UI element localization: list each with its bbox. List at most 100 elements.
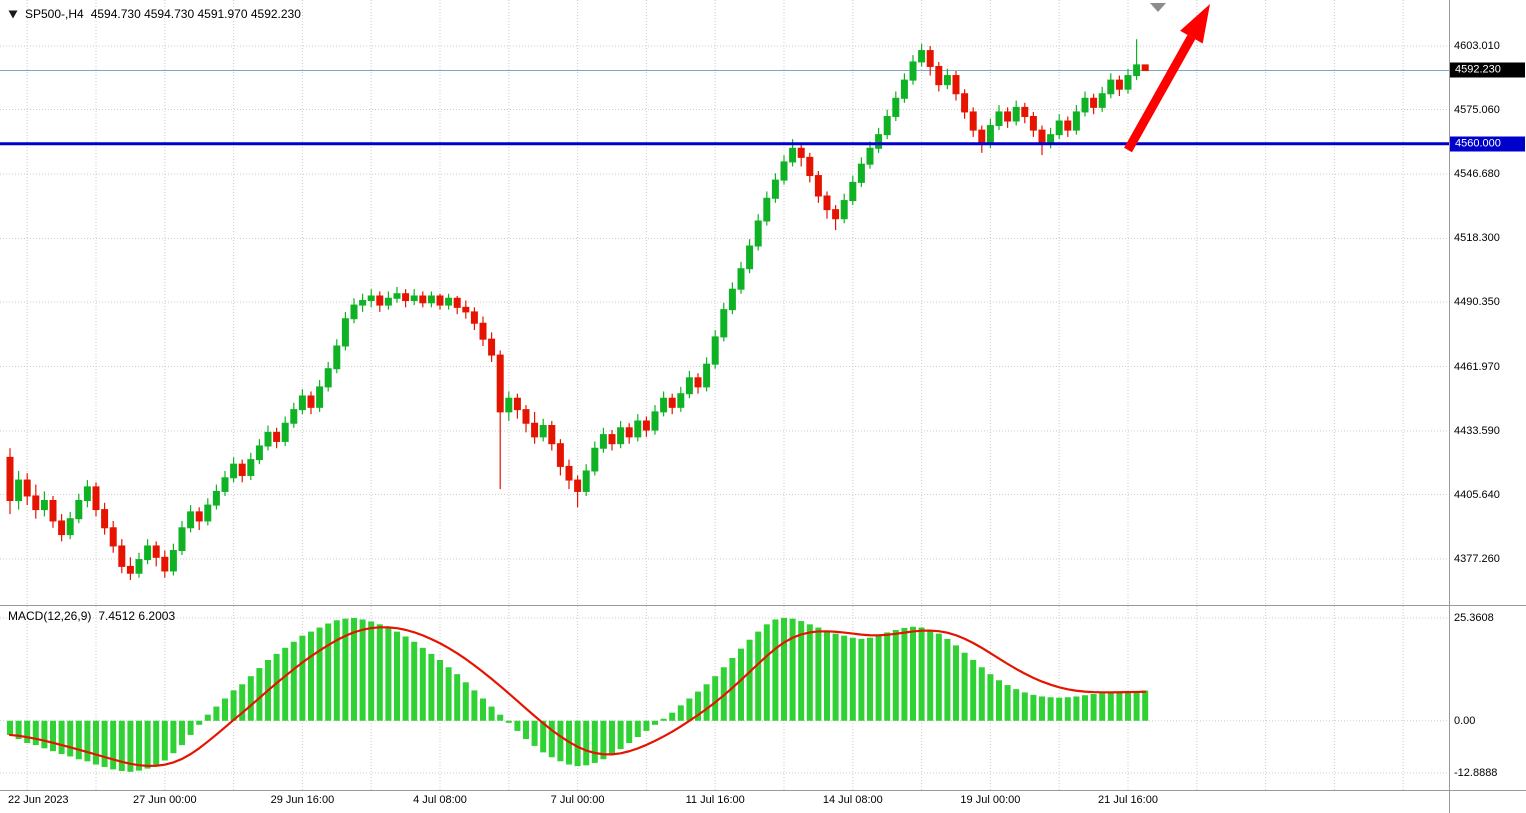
candle [40,500,48,511]
macd-histogram-bar [858,638,865,721]
candle [703,363,711,388]
macd-histogram-bar [1107,692,1114,721]
candle [479,322,487,340]
macd-histogram-bar [170,720,177,754]
macd-histogram-bar [93,720,99,765]
price-axis-label: 4377.260 [1454,553,1500,565]
current-price-badge: 4592.230 [1450,62,1525,78]
candle [582,470,590,492]
macd-histogram-bar [411,641,418,721]
macd-histogram-bar [910,626,916,721]
candle [1081,97,1089,113]
macd-histogram-bar [987,674,994,721]
macd-histogram-bar [333,620,340,721]
candle [875,134,883,149]
macd-histogram-bar [669,712,676,721]
candle [531,422,539,438]
macd-histogram-bar [1021,692,1028,721]
macd-histogram-bar [325,623,332,721]
candle [883,115,891,136]
macd-histogram-bar [376,624,383,721]
macd-histogram-bar [1013,689,1020,721]
macd-histogram-bar [7,720,13,735]
macd-signal-line [8,626,1147,767]
macd-histogram-bar [462,682,469,721]
macd-indicator-label: MACD(12,26,9) 7.4512 6.2003 [8,609,175,623]
trend-arrow-head[interactable] [1180,4,1210,44]
time-axis-label: 29 Jun 16:00 [270,794,335,806]
price-axis-label: 4603.010 [1454,40,1500,52]
macd-histogram-bar [935,633,942,721]
candle [384,297,392,306]
candle [1012,106,1020,122]
candle [66,518,74,536]
macd-histogram-bar [652,720,658,725]
candle [1107,79,1115,95]
macd-histogram-bar [824,630,830,721]
candle [617,427,625,445]
time-axis-label: 21 Jul 16:00 [1098,794,1158,806]
macd-histogram-bar [308,631,314,721]
candle [324,368,332,388]
macd-histogram-bar [634,720,641,737]
candle [453,297,461,308]
macd-histogram-bar [256,668,263,721]
macd-histogram-bar [247,676,254,721]
candle [341,318,349,347]
macd-histogram-bar [806,624,813,721]
candle [273,431,281,442]
macd-histogram-bar [222,698,228,721]
time-axis-label: 14 Jul 08:00 [822,794,883,806]
candle [995,111,1003,127]
macd-histogram-bar [299,635,306,721]
macd-histogram-bar [643,720,650,731]
macd-histogram-bar [368,621,375,721]
macd-histogram-bar [273,653,280,721]
macd-histogram-bar [789,618,796,721]
chart-title: SP500-,H4 4594.730 4594.730 4591.970 459… [8,7,301,21]
candle [419,295,427,304]
candle [943,75,951,86]
macd-histogram-bar [1082,695,1088,721]
candle [763,197,771,222]
macd-histogram-bar [626,720,633,744]
candle [75,500,83,520]
candle [978,129,986,145]
macd-indicator-values: 7.4512 6.2003 [98,609,176,623]
candle [350,304,358,320]
price-axis-label: 4546.680 [1454,168,1500,180]
candle [92,486,100,511]
macd-histogram-bar [342,618,349,721]
macd-histogram-bar [944,638,951,721]
candle [144,545,152,561]
candle [814,175,822,197]
candle [58,520,66,536]
macd-histogram-bar [480,698,486,721]
candle [212,490,220,506]
macd-histogram-bar [118,720,125,772]
macd-indicator-name: MACD(12,26,9) [8,609,92,623]
price-axis-label: 4490.350 [1454,296,1500,308]
macd-histogram-bar [282,647,289,721]
candle [333,345,341,370]
trend-arrow[interactable] [1124,4,1210,153]
macd-histogram-bar [136,720,142,771]
macd-histogram-bar [1039,696,1045,721]
macd-histogram-bar [781,617,787,721]
trend-arrow-shaft[interactable] [1124,34,1196,153]
candle [797,147,805,158]
macd-histogram-bar [75,720,82,760]
chart-shift-marker-icon[interactable] [1150,3,1166,12]
macd-histogram-bar [351,618,357,721]
macd-histogram-bar [729,657,736,721]
macd-histogram-bar [179,720,185,746]
macd-histogram-bar [953,645,959,721]
macd-histogram-bar [394,631,400,721]
macd-histogram-bar [970,659,977,721]
macd-histogram-bar [239,684,246,721]
candle [806,156,814,177]
candle [926,50,934,67]
macd-histogram-bar [978,667,985,721]
